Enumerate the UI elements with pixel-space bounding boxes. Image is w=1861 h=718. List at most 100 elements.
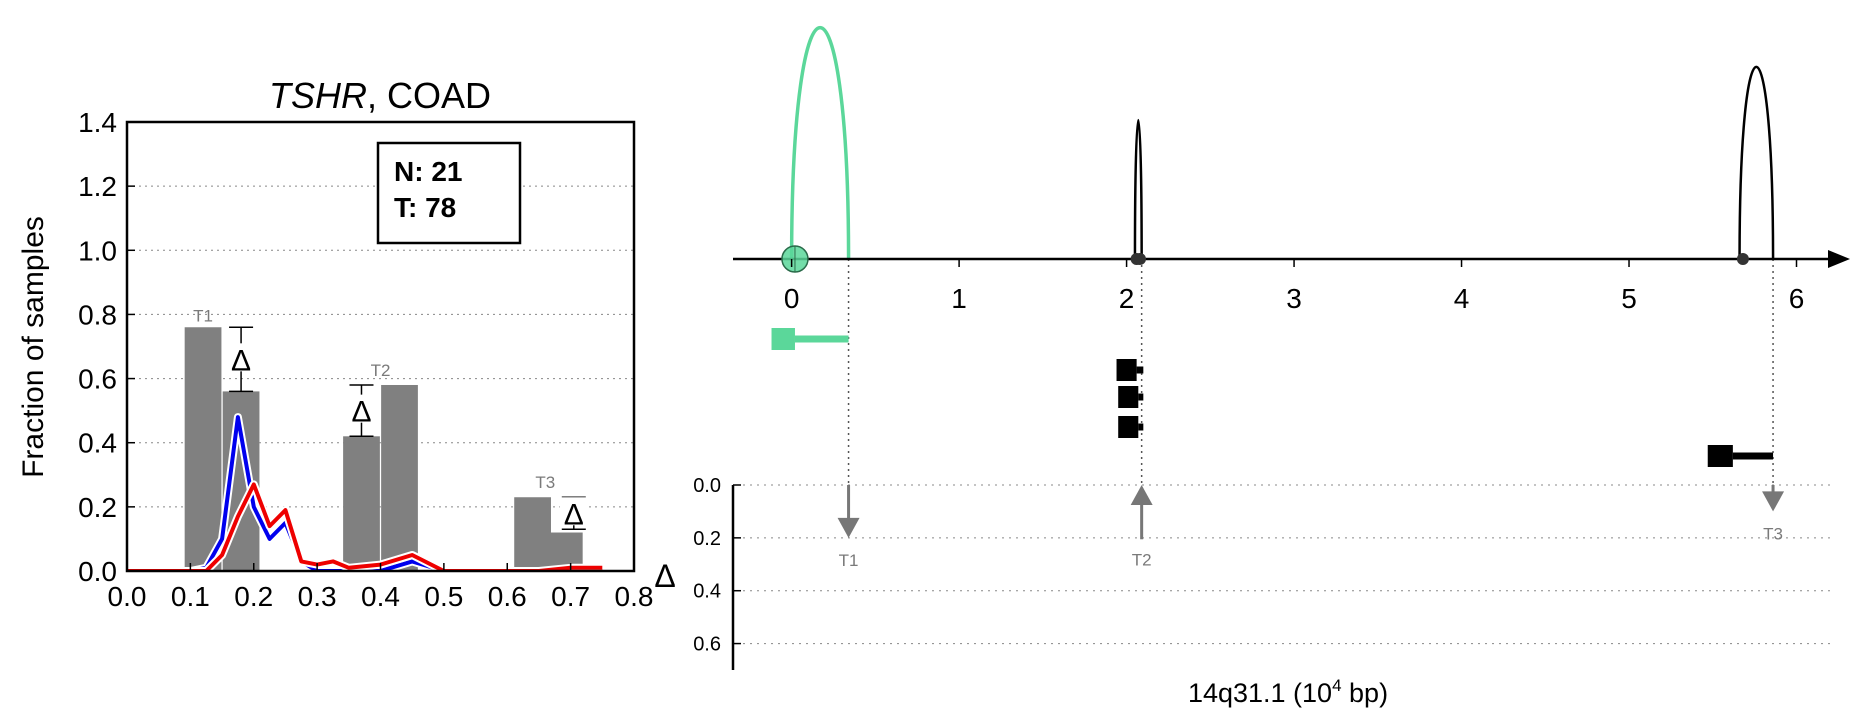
site-point [1133, 253, 1146, 265]
right-x-axis-label: 14q31.1 (104 bp) [1188, 676, 1388, 708]
tumor-count-label: T: 78 [394, 192, 456, 223]
left-y-tick-label: 0.2 [78, 492, 117, 523]
delta-y-tick-label: 0.4 [693, 581, 721, 603]
delta-symbol-bg [347, 394, 376, 423]
site-label: T1 [839, 551, 859, 570]
right-gene-structure-chart: 0 1 2 3 4 5 6 0.0 0.2 0.4 0.6 Δ T1 T2 T3 14q31.1 (1… [654, 25, 1850, 708]
junction-arc [789, 25, 851, 260]
site-label: T3 [1763, 524, 1783, 543]
right-x-axis: 0 1 2 3 4 5 6 [784, 259, 1804, 314]
transcript-tail [1138, 393, 1144, 401]
right-x-tick-label: 2 [1119, 283, 1135, 314]
left-y-tick-label: 0.0 [78, 556, 117, 587]
left-x-tick-label: 0.5 [424, 581, 463, 612]
right-x-tick-label: 1 [951, 283, 967, 314]
site-point [1736, 253, 1749, 265]
delta-marker: Δ [347, 384, 376, 438]
site-arrow: T1 [837, 485, 860, 570]
transcript-tail [1138, 423, 1144, 431]
site-arrow-head [1130, 485, 1153, 505]
left-y-tick-label: 0.4 [78, 428, 117, 459]
delta-y-axis-label: Δ [654, 558, 675, 594]
transcript [1118, 416, 1144, 438]
delta-symbol-bg [227, 343, 256, 372]
right-site-arrows: T1 T2 T3 [837, 485, 1785, 570]
delta-marker: Δ [559, 496, 588, 531]
right-x-tick-label: 6 [1789, 283, 1805, 314]
transcript-exon [1707, 445, 1733, 467]
junction-arc [1738, 65, 1775, 260]
histogram-bar [343, 436, 380, 571]
left-x-tick-label: 0.8 [615, 581, 654, 612]
right-x-axis-label-main: 14q31.1 (10 [1188, 678, 1332, 708]
bar-group-label: T2 [371, 361, 391, 380]
right-x-tick-label: 0 [784, 283, 800, 314]
left-x-tick-label: 0.2 [234, 581, 273, 612]
site-arrow-head [1762, 491, 1785, 512]
left-x-tick-label: 0.1 [171, 581, 210, 612]
site-label: T2 [1132, 550, 1152, 569]
bar-group-label: T3 [535, 473, 555, 492]
transcript [1707, 445, 1774, 467]
histogram-bar [514, 497, 551, 571]
left-y-tick-label: 1.2 [78, 171, 117, 202]
transcript-exon [1116, 359, 1137, 381]
left-y-tick-label: 1.4 [78, 107, 117, 138]
transcript-tail [1732, 452, 1774, 460]
transcript [1116, 359, 1144, 381]
left-x-tick-label: 0.3 [298, 581, 337, 612]
transcript-exon [1118, 416, 1139, 438]
right-x-tick-label: 5 [1621, 283, 1637, 314]
right-x-axis-label-unit: bp) [1342, 678, 1389, 708]
delta-symbol: Δ [564, 498, 584, 531]
left-x-tick-label: 0.0 [108, 581, 147, 612]
normal-count-label: N: 21 [394, 156, 462, 187]
transcript-exon [1118, 386, 1139, 408]
delta-marker: Δ [227, 326, 256, 393]
left-bars [184, 327, 583, 571]
junction-arc [1133, 118, 1143, 260]
histogram-bar [381, 384, 418, 571]
left-x-tick-label: 0.6 [488, 581, 527, 612]
transcript-exon [771, 328, 795, 350]
left-deltas: Δ Δ Δ [227, 326, 588, 531]
left-chart-title: TSHR, COAD [269, 75, 491, 116]
right-transcripts [771, 328, 1774, 467]
left-bar-labels: T1 T2 T3 [193, 306, 555, 492]
left-y-tick-label: 1.0 [78, 235, 117, 266]
site-arrow-head [837, 517, 860, 538]
left-x-tick-label: 0.7 [551, 581, 590, 612]
left-x-tick-label: 0.4 [361, 581, 400, 612]
left-y-tick-label: 0.6 [78, 364, 117, 395]
delta-symbol-bg [559, 497, 588, 526]
series-line [127, 415, 603, 571]
transcript-tail [794, 335, 849, 343]
delta-symbol: Δ [231, 344, 251, 377]
histogram-bar [184, 327, 222, 571]
left-chart-title-cohort: , COAD [367, 75, 491, 116]
bar-group-label: T1 [193, 306, 213, 325]
transcript-tail [1136, 366, 1144, 374]
delta-symbol: Δ [351, 396, 371, 429]
left-y-axis: 0.0 0.2 0.4 0.6 0.8 1.0 1.2 1.4 [78, 107, 135, 587]
left-y-tick-label: 0.8 [78, 299, 117, 330]
transcript [1118, 386, 1144, 408]
transcript [771, 328, 849, 350]
left-y-axis-label: Fraction of samples [17, 216, 50, 478]
right-delta-grid [743, 484, 1830, 645]
left-x-axis: 0.0 0.1 0.2 0.3 0.4 0.5 0.6 0.7 0.8 [108, 563, 654, 612]
left-chart-title-gene: TSHR [269, 75, 367, 116]
delta-y-tick-label: 0.6 [693, 634, 721, 656]
delta-y-tick-label: 0.0 [693, 475, 721, 497]
right-arcs [789, 25, 1775, 260]
genome-axis-arrowhead [1828, 250, 1850, 268]
right-site-guides [847, 259, 1774, 485]
right-points [781, 245, 1749, 273]
site-arrow: T2 [1130, 485, 1153, 569]
right-x-tick-label: 3 [1286, 283, 1302, 314]
right-x-tick-label: 4 [1454, 283, 1470, 314]
right-x-axis-label-exponent: 4 [1332, 676, 1341, 695]
delta-y-tick-label: 0.2 [693, 528, 721, 550]
